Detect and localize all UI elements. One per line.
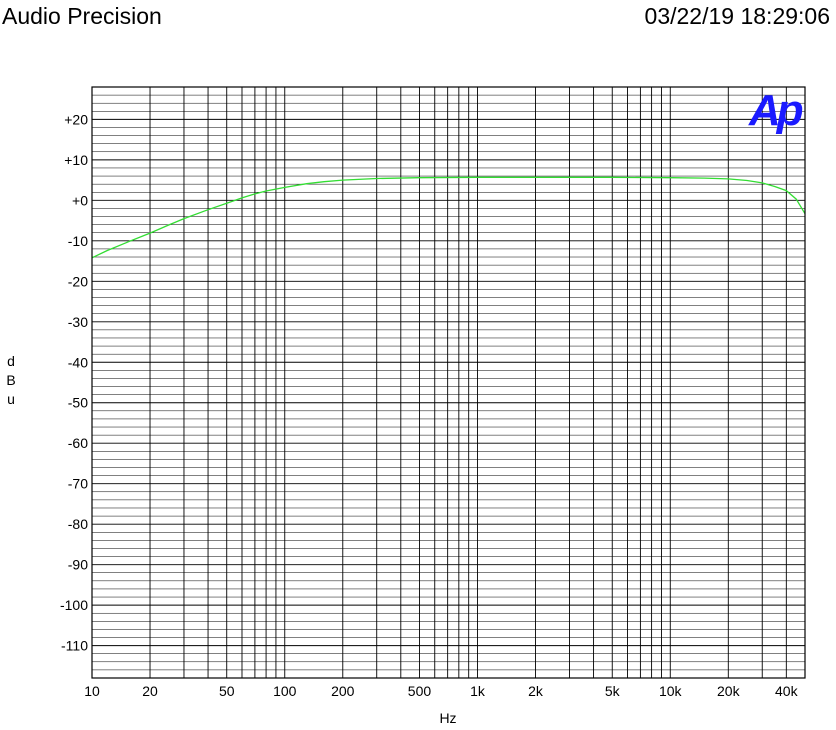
y-tick-label: +10	[64, 152, 88, 168]
y-tick-label: -30	[68, 314, 88, 330]
y-tick-label: -70	[68, 476, 88, 492]
timestamp: 03/22/19 18:29:06	[644, 3, 830, 29]
series-layer	[91, 176, 806, 259]
major-grid	[92, 87, 805, 678]
y-axis-label-char: B	[6, 372, 15, 388]
y-tick-label: -90	[68, 557, 88, 573]
x-tick-label: 2k	[528, 683, 544, 699]
x-tick-label: 500	[408, 683, 432, 699]
y-tick-label: -40	[68, 354, 88, 370]
x-tick-label: 100	[273, 683, 297, 699]
x-axis-label: Hz	[439, 710, 456, 726]
y-tick-label: -20	[68, 273, 88, 289]
x-tick-label: 10k	[659, 683, 683, 699]
y-tick-label: -80	[68, 516, 88, 532]
y-axis-label-char: u	[7, 391, 15, 407]
y-tick-label: +20	[64, 111, 88, 127]
minor-grid	[92, 94, 805, 671]
y-tick-label: -60	[68, 435, 88, 451]
brand-title: Audio Precision	[2, 3, 162, 29]
x-axis-tick-labels: 10 20 50 100 200 500 1k 2k 5k 10k 20k 40k	[84, 683, 798, 699]
y-tick-label: -110	[61, 638, 88, 654]
ap-logo: Ap	[748, 86, 803, 135]
y-axis-label: dBu	[6, 353, 15, 407]
x-tick-label: 20k	[717, 683, 741, 699]
x-tick-label: 200	[331, 683, 355, 699]
x-tick-label: 40k	[775, 683, 799, 699]
x-tick-label: 1k	[470, 683, 486, 699]
y-tick-label: +0	[72, 192, 88, 208]
x-tick-label: 5k	[605, 683, 621, 699]
x-tick-label: 10	[84, 683, 100, 699]
x-tick-label: 50	[219, 683, 235, 699]
x-tick-label: 20	[142, 683, 158, 699]
y-tick-label: -100	[60, 597, 88, 613]
y-tick-label: -10	[68, 233, 88, 249]
plot-frame	[91, 86, 806, 679]
y-axis-tick-labels: +20 +10 +0 -10 -20 -30 -40 -50 -60 -70 -80 -90 -100 -…	[60, 111, 88, 653]
y-tick-label: -50	[68, 395, 88, 411]
series-line	[91, 176, 806, 259]
y-axis-label-char: d	[7, 353, 15, 369]
